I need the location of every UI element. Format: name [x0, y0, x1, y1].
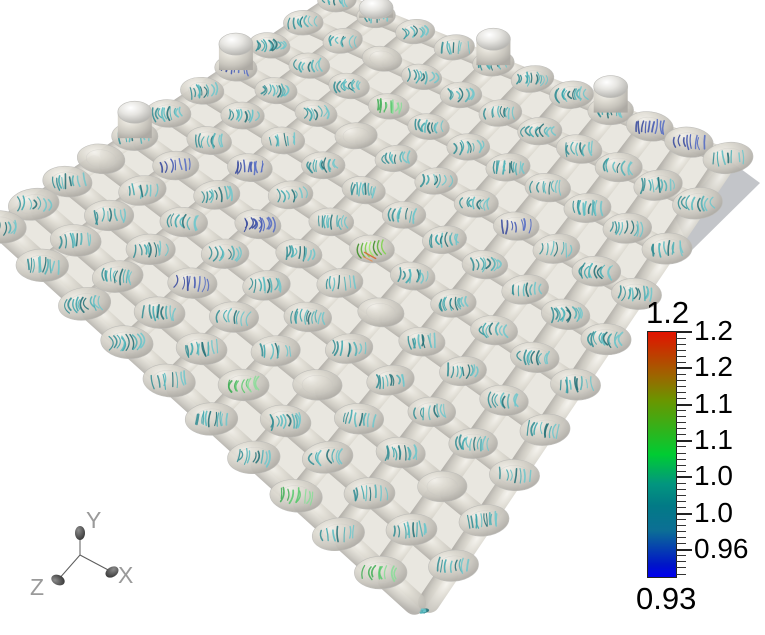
svg-text:Z: Z [30, 574, 44, 600]
svg-text:X: X [118, 562, 133, 588]
svg-text:Y: Y [86, 507, 101, 533]
